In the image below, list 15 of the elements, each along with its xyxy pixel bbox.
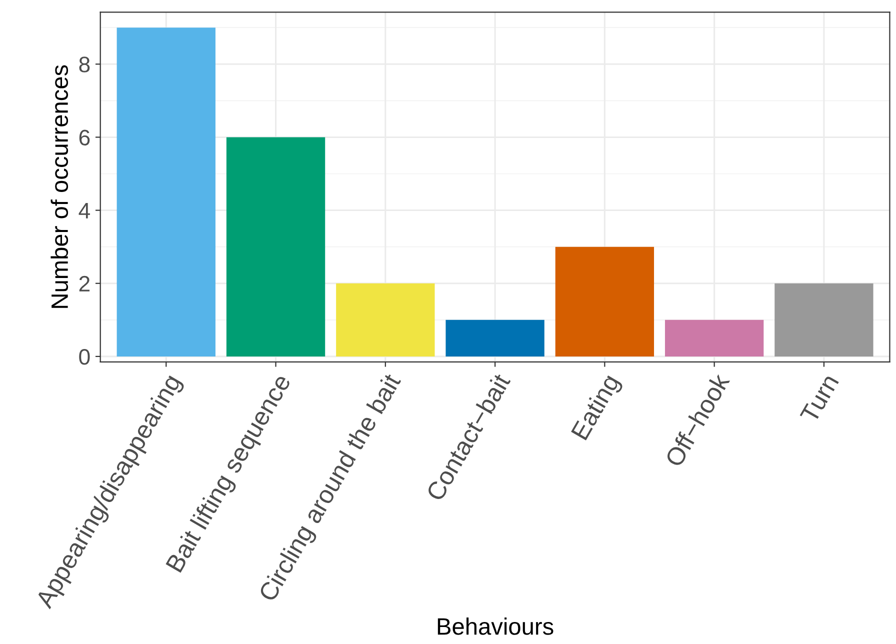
bar bbox=[446, 320, 544, 356]
bar bbox=[336, 283, 435, 356]
bar bbox=[555, 246, 654, 356]
bar bbox=[116, 28, 216, 356]
bar bbox=[226, 137, 326, 356]
y-tick-label: 0 bbox=[79, 348, 90, 365]
y-axis-title: Number of occurrences bbox=[50, 65, 68, 308]
x-axis-title: Behaviours bbox=[438, 618, 554, 635]
bar bbox=[664, 320, 764, 356]
bar bbox=[774, 283, 874, 356]
y-tick-label: 4 bbox=[78, 203, 90, 218]
x-tick-label: Turn bbox=[800, 374, 840, 424]
y-tick-label: 2 bbox=[79, 276, 90, 292]
y-tick-label: 8 bbox=[79, 56, 90, 72]
y-tick-label: 6 bbox=[79, 130, 90, 146]
